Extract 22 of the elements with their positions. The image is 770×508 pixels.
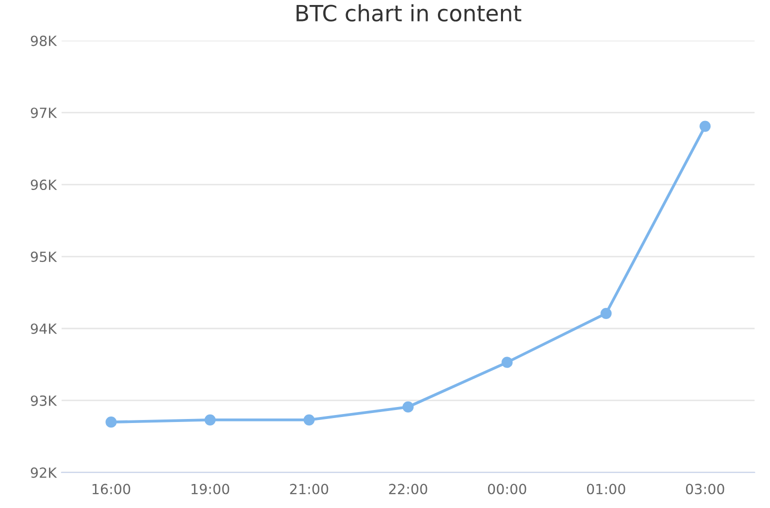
y-tick-label: 95K [30,252,58,262]
point [600,308,612,319]
x-tick-label: 21:00 [290,484,328,494]
y-tick-label: 92K [30,467,58,478]
point [502,356,513,368]
point [402,401,414,413]
chart-title: BTC chart in content [296,4,522,22]
x-tick-label: 01:00 [587,484,626,494]
x-tick-label: 03:00 [686,484,724,494]
point [304,414,315,426]
y-tick-label: 98K [30,36,58,46]
x-tick-label: 00:00 [488,484,526,494]
y-tick-label: 94K [30,323,58,334]
y-tick-label: 96K [30,180,58,190]
point [106,416,117,428]
x-tick-label: 16:00 [92,484,130,494]
point [700,120,711,132]
point [204,414,216,426]
x-tick-label: 22:00 [389,484,428,494]
x-tick-label: 19:00 [192,484,230,494]
y-tick-label: 97K [30,108,58,118]
y-tick-label: 93K [30,395,58,406]
